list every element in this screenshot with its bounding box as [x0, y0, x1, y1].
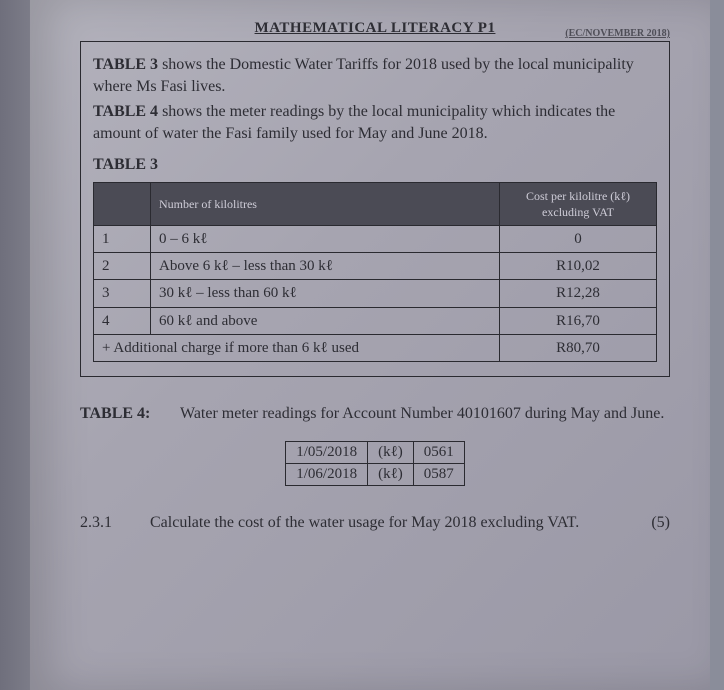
exam-page: MATHEMATICAL LITERACY P1 (EC/NOVEMBER 20…	[30, 0, 710, 690]
exam-tag: (EC/NOVEMBER 2018)	[565, 28, 670, 39]
intro-text-2: shows the meter readings by the local mu…	[93, 103, 615, 142]
table-row: 1 0 – 6 kℓ 0	[94, 225, 657, 252]
table-row: 1/05/2018 (kℓ) 0561	[286, 442, 465, 464]
cost-cell: R16,70	[500, 307, 657, 334]
table3-ref: TABLE 3	[93, 56, 158, 73]
reading-unit: (kℓ)	[368, 442, 414, 464]
reading-value: 0561	[413, 442, 464, 464]
table4-ref: TABLE 4	[93, 103, 158, 120]
table3-head-cost: Cost per kilolitre (kℓ) excluding VAT	[500, 182, 657, 225]
intro-paragraph-1: TABLE 3 shows the Domestic Water Tariffs…	[93, 54, 657, 97]
step-cell: 1	[94, 225, 151, 252]
table3-head-step	[94, 182, 151, 225]
table4-label: TABLE 4:	[80, 405, 180, 423]
question-number: 2.3.1	[80, 514, 150, 532]
cost-cell: R12,28	[500, 280, 657, 307]
table-row-additional: + Additional charge if more than 6 kℓ us…	[94, 334, 657, 361]
subject-title: MATHEMATICAL LITERACY P1	[255, 20, 496, 37]
additional-charge-cost: R80,70	[500, 334, 657, 361]
cost-cell: R10,02	[500, 253, 657, 280]
range-cell: Above 6 kℓ – less than 30 kℓ	[151, 253, 500, 280]
table4-readings: 1/05/2018 (kℓ) 0561 1/06/2018 (kℓ) 0587	[285, 441, 465, 486]
intro-paragraph-2: TABLE 4 shows the meter readings by the …	[93, 101, 657, 144]
table-row: 2 Above 6 kℓ – less than 30 kℓ R10,02	[94, 253, 657, 280]
table3-label: TABLE 3	[93, 154, 657, 176]
range-cell: 60 kℓ and above	[151, 307, 500, 334]
range-cell: 0 – 6 kℓ	[151, 225, 500, 252]
step-cell: 2	[94, 253, 151, 280]
table3-tariffs: Number of kilolitres Cost per kilolitre …	[93, 182, 657, 362]
table3-head-range: Number of kilolitres	[151, 182, 500, 225]
page-edge-shadow	[0, 0, 30, 690]
additional-charge-label: + Additional charge if more than 6 kℓ us…	[94, 334, 500, 361]
table-row: 3 30 kℓ – less than 60 kℓ R12,28	[94, 280, 657, 307]
range-cell: 30 kℓ – less than 60 kℓ	[151, 280, 500, 307]
cost-cell: 0	[500, 225, 657, 252]
table-row: 1/06/2018 (kℓ) 0587	[286, 464, 465, 486]
context-box: TABLE 3 shows the Domestic Water Tariffs…	[80, 41, 670, 377]
intro-text-1: shows the Domestic Water Tariffs for 201…	[93, 56, 634, 95]
reading-date: 1/06/2018	[286, 464, 368, 486]
question-text: Calculate the cost of the water usage fo…	[150, 514, 579, 532]
reading-value: 0587	[413, 464, 464, 486]
question-marks: (5)	[631, 514, 670, 532]
question-2-3-1: 2.3.1 Calculate the cost of the water us…	[80, 514, 670, 532]
step-cell: 4	[94, 307, 151, 334]
step-cell: 3	[94, 280, 151, 307]
table-row: 4 60 kℓ and above R16,70	[94, 307, 657, 334]
page-header: MATHEMATICAL LITERACY P1 (EC/NOVEMBER 20…	[80, 20, 670, 37]
table4-caption: TABLE 4: Water meter readings for Accoun…	[80, 405, 670, 423]
reading-date: 1/05/2018	[286, 442, 368, 464]
reading-unit: (kℓ)	[368, 464, 414, 486]
table4-caption-text: Water meter readings for Account Number …	[180, 405, 670, 423]
